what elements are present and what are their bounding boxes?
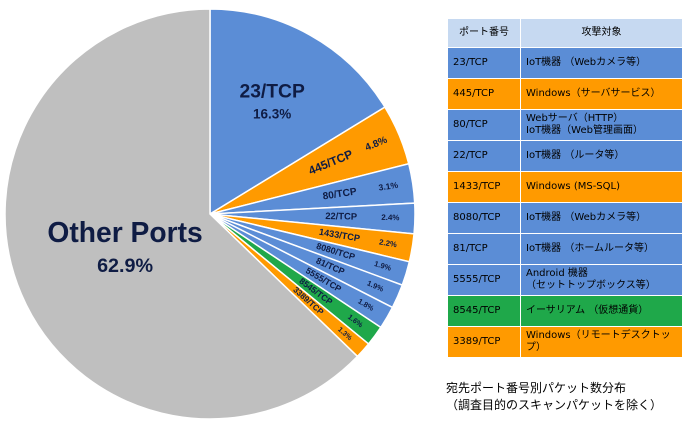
table-cell: Windows (MS-SQL) [520,171,683,203]
header-cell: 攻撃対象 [520,18,683,48]
slice-value-label: 16.3% [253,106,291,121]
table-row: 80/TCP Webサーバ（HTTP） IoT機器（Web管理画面） [447,109,683,141]
caption: 宛先ポート番号別パケット数分布 （調査目的のスキャンパケットを除く） [446,381,663,412]
table-row: 81/TCP IoT機器 （ホームルータ等） [447,233,683,265]
pie-slice [209,8,386,216]
header-cell: ポート番号 [447,18,521,48]
slice-label: 23/TCP [240,82,305,103]
table-cell: IoT機器 （ルータ等） [520,140,683,172]
table-cell: Webサーバ（HTTP） IoT機器（Web管理画面） [520,109,683,141]
table-cell: 81/TCP [447,233,521,265]
table-cell: 23/TCP [447,47,521,79]
table-row: 5555/TCP Android 機器 （セットトップボックス等） [447,264,683,296]
table-cell: 445/TCP [447,78,521,110]
table-row: 3389/TCP Windows（リモートデスクトップ） [447,326,683,358]
table-cell: 3389/TCP [447,326,521,358]
slice-label: 80/TCP [322,186,358,202]
table-cell: Windows（サーバサービス） [520,78,683,110]
slice-value-label: 3.1% [378,180,399,193]
table-cell: 5555/TCP [447,264,521,296]
table-cell: 80/TCP [447,109,521,141]
table-row: 1433/TCP Windows (MS-SQL) [447,171,683,203]
table-row: 22/TCP IoT機器 （ルータ等） [447,140,683,172]
table-row: 445/TCP Windows（サーバサービス） [447,78,683,110]
table-cell: IoT機器 （Webカメラ等） [520,47,683,79]
slice-value-label: 2.4% [381,213,399,222]
slice-value-label: 2.2% [378,237,397,249]
table-cell: IoT機器 （Webカメラ等） [520,202,683,234]
table-header: ポート番号 攻撃対象 [447,18,683,48]
table-row: 8545/TCP イーサリアム （仮想通貨） [447,295,683,327]
table-cell: 22/TCP [447,140,521,172]
table-row: 23/TCP IoT機器 （Webカメラ等） [447,47,683,79]
table-row: 8080/TCP IoT機器 （Webカメラ等） [447,202,683,234]
table-cell: 1433/TCP [447,171,521,203]
port-table: ポート番号 攻撃対象 23/TCP IoT機器 （Webカメラ等） 445/TCP Win… [447,18,683,358]
table-cell: 8545/TCP [447,295,521,327]
table-cell: IoT機器 （ホームルータ等） [520,233,683,265]
table-cell: Android 機器 （セットトップボックス等） [520,264,683,296]
pie-slice [4,8,359,420]
table-cell: Windows（リモートデスクトップ） [520,326,683,358]
slice-label: 22/TCP [325,210,357,222]
table-cell: 8080/TCP [447,202,521,234]
table-cell: イーサリアム （仮想通貨） [520,295,683,327]
slice-value-label: 62.9% [97,255,153,277]
slice-label: Other Ports [47,216,202,248]
